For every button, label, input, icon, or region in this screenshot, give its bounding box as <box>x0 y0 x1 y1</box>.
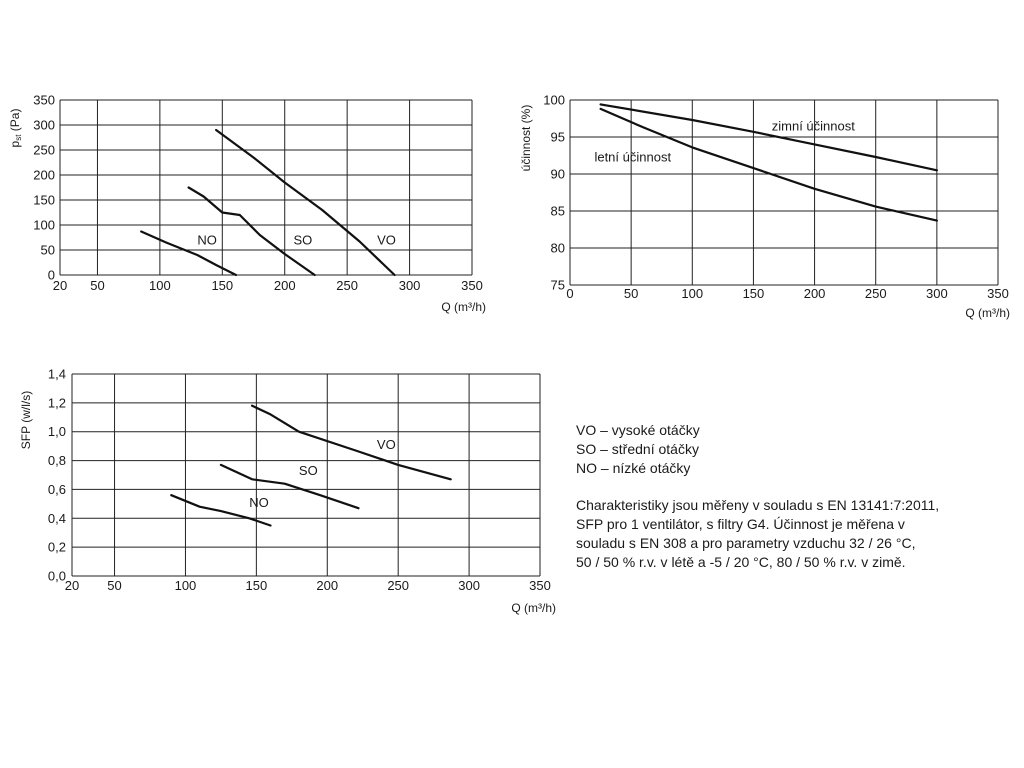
y-axis-label: pst (Pa) <box>8 109 23 148</box>
chart-3: 20 50 100 150 200 250 300 350 0,0 0,2 0,4 0,6 0,8 1,0… <box>19 367 556 616</box>
series-label: SO <box>299 463 318 478</box>
y-axis-label-sub: st <box>14 134 23 141</box>
series-label: zimní účinnost <box>772 118 855 133</box>
grid <box>569 99 999 286</box>
x-tick-label: 100 <box>681 286 703 301</box>
x-tick-label: 200 <box>316 578 338 593</box>
x-axis-label: Q (m³/h) <box>965 306 1010 320</box>
series-label: VO <box>377 437 396 452</box>
series-line-no <box>140 230 238 277</box>
x-tick-label: 20 <box>65 578 79 593</box>
series-line-vo <box>215 128 396 277</box>
y-tick-label: 1,4 <box>48 367 66 382</box>
y-tick-label: 90 <box>551 167 565 182</box>
series-line-so <box>187 186 316 277</box>
grid <box>59 99 473 276</box>
y-tick-label: 100 <box>543 93 565 108</box>
x-tick-label: 250 <box>336 278 358 293</box>
series-label: NO <box>197 233 217 248</box>
y-tick-label: 1,2 <box>48 395 66 410</box>
series-line-so <box>219 463 360 510</box>
x-tick-label: 300 <box>926 286 948 301</box>
series-label: NO <box>249 495 268 510</box>
y-axis-label: SFP (w/l/s) <box>19 391 33 449</box>
x-tick-label: 200 <box>274 278 296 293</box>
x-tick-label: 250 <box>387 578 409 593</box>
x-tick-label: 50 <box>624 286 638 301</box>
y-tick-label: 250 <box>33 143 55 158</box>
chart-1: 20 50 100 150 200 250 300 350 0 50 100 150 200 250 300… <box>8 93 486 315</box>
notes-panel: VO – vysoké otáčky SO – střední otáčky N… <box>576 421 1006 572</box>
x-tick-label: 350 <box>987 286 1009 301</box>
legend-no: NO – nízké otáčky <box>576 460 691 476</box>
y-axis-label: účinnost (%) <box>519 105 533 172</box>
grid <box>71 373 541 577</box>
x-tick-label: 20 <box>53 278 67 293</box>
series-line-letní-účinnost <box>599 107 938 222</box>
y-tick-label: 0,6 <box>48 482 66 497</box>
x-tick-label: 50 <box>107 578 121 593</box>
x-tick-label: 100 <box>149 278 171 293</box>
y-tick-label: 75 <box>551 278 565 293</box>
y-tick-label: 150 <box>33 193 55 208</box>
series-label: VO <box>377 233 396 248</box>
x-tick-label: 0 <box>566 286 573 301</box>
y-tick-label: 200 <box>33 168 55 183</box>
x-tick-label: 200 <box>804 286 826 301</box>
series-line-zimní-účinnost <box>599 103 938 172</box>
y-tick-label: 350 <box>33 93 55 108</box>
y-tick-label: 0 <box>48 268 55 283</box>
x-tick-label: 350 <box>461 278 483 293</box>
y-tick-label: 1,0 <box>48 424 66 439</box>
y-axis-label-unit: (Pa) <box>8 109 22 135</box>
x-tick-label: 150 <box>246 578 268 593</box>
x-tick-label: 350 <box>529 578 551 593</box>
y-tick-label: 80 <box>551 241 565 256</box>
x-tick-label: 150 <box>743 286 765 301</box>
x-tick-label: 50 <box>90 278 104 293</box>
x-axis-label: Q (m³/h) <box>511 601 556 615</box>
series-line-vo <box>251 404 452 481</box>
y-axis-label-main: p <box>8 140 22 147</box>
chart-2: 0 50 100 150 200 250 300 350 75 80 85 90 95 100 Q (m³/… <box>519 93 1010 321</box>
y-tick-label: 300 <box>33 118 55 133</box>
y-tick-label: 95 <box>551 130 565 145</box>
series-label: SO <box>293 233 312 248</box>
x-tick-label: 300 <box>458 578 480 593</box>
y-tick-label: 100 <box>33 218 55 233</box>
y-tick-label: 0,8 <box>48 453 66 468</box>
y-tick-label: 0,0 <box>48 569 66 584</box>
y-tick-label: 85 <box>551 204 565 219</box>
x-tick-label: 250 <box>865 286 887 301</box>
x-tick-label: 300 <box>399 278 421 293</box>
x-tick-label: 150 <box>211 278 233 293</box>
measurement-description: Charakteristiky jsou měřeny v souladu s … <box>576 497 940 570</box>
y-tick-label: 0,4 <box>48 511 66 526</box>
x-tick-label: 100 <box>175 578 197 593</box>
series-label: letní účinnost <box>594 149 671 164</box>
y-tick-label: 50 <box>41 243 55 258</box>
y-tick-label: 0,2 <box>48 540 66 555</box>
x-axis-label: Q (m³/h) <box>441 300 486 314</box>
series-line-no <box>170 494 272 527</box>
legend-so: SO – střední otáčky <box>576 441 699 457</box>
legend-vo: VO – vysoké otáčky <box>576 422 700 438</box>
